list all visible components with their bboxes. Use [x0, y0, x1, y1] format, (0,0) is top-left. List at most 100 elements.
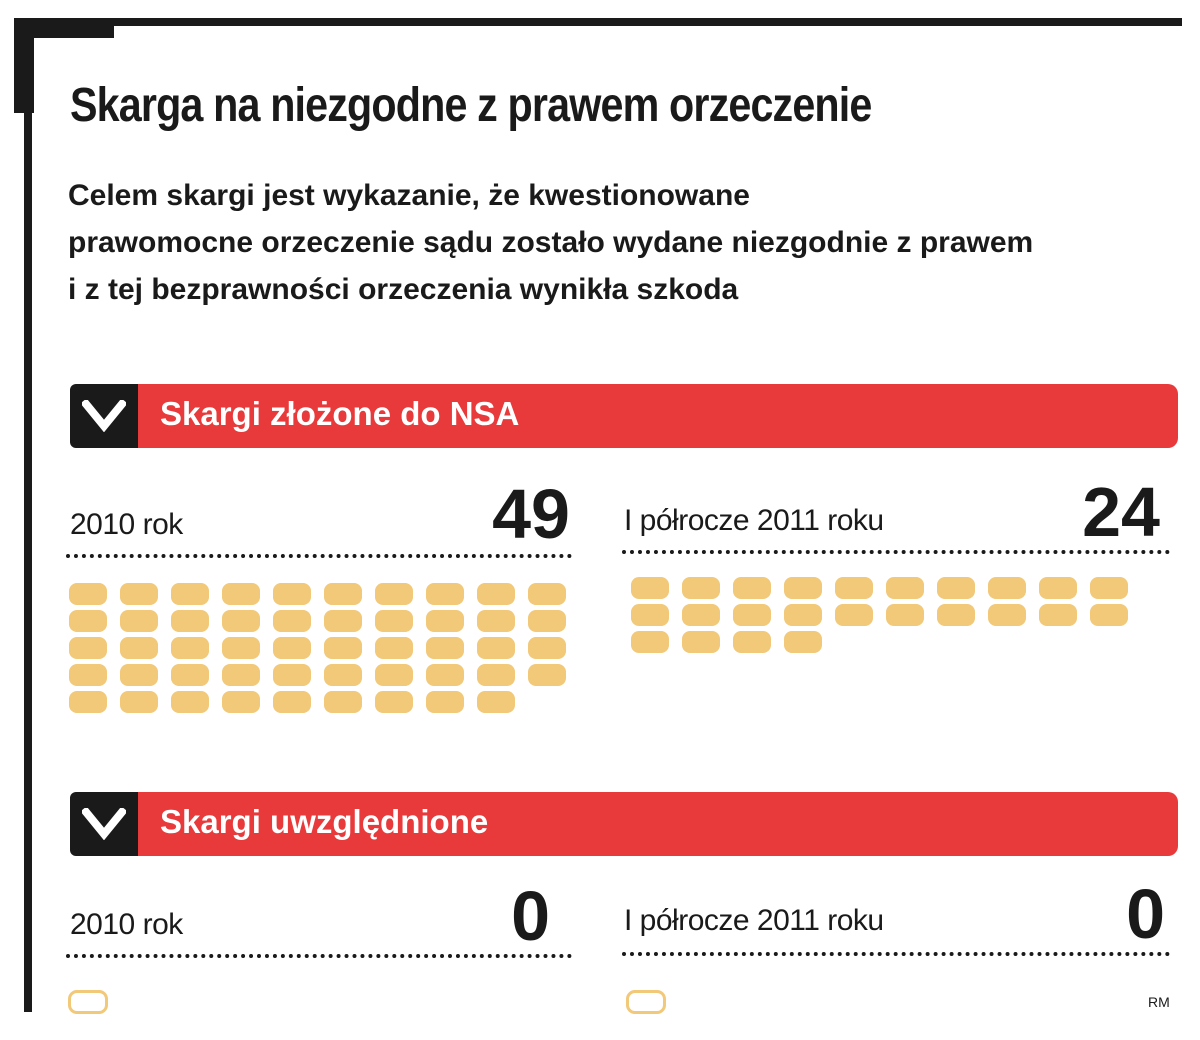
complaint-pill — [120, 610, 158, 632]
complaint-pill — [682, 577, 720, 599]
complaint-pill — [171, 664, 209, 686]
panel-label-2010: 2010 rok — [70, 908, 183, 941]
complaint-pill — [324, 664, 362, 686]
panel-label-2011: I półrocze 2011 roku — [624, 904, 884, 937]
complaint-pill — [528, 610, 566, 632]
section-header-accepted: Skargi uwzględnione — [70, 792, 1178, 856]
empty-pictogram-marker — [626, 990, 666, 1014]
panel-value-2010: 49 — [492, 475, 570, 553]
complaint-pill — [171, 610, 209, 632]
dotted-divider — [66, 954, 572, 958]
complaint-pill — [886, 604, 924, 626]
complaint-pill — [477, 664, 515, 686]
complaint-pill — [784, 604, 822, 626]
panel-value-2011: 24 — [1082, 473, 1160, 551]
section-header-bar — [132, 792, 1178, 856]
complaint-pill — [375, 583, 413, 605]
complaint-pill — [375, 664, 413, 686]
complaint-pill — [835, 604, 873, 626]
complaint-pill — [171, 583, 209, 605]
complaint-pill — [528, 637, 566, 659]
complaint-pill — [69, 664, 107, 686]
complaint-pill — [426, 637, 464, 659]
complaint-pill — [120, 664, 158, 686]
section-heading: Skargi uwzględnione — [160, 803, 489, 840]
complaint-pill — [1090, 604, 1128, 626]
frame-corner — [14, 18, 114, 38]
dotted-divider — [622, 952, 1170, 956]
complaint-pill — [69, 583, 107, 605]
panel-label-2010: 2010 rok — [70, 508, 183, 541]
complaint-pill — [426, 664, 464, 686]
complaint-pill — [733, 577, 771, 599]
complaint-pill — [426, 610, 464, 632]
complaint-pill — [528, 583, 566, 605]
complaint-pill — [477, 637, 515, 659]
complaint-pill — [477, 583, 515, 605]
complaint-pill — [375, 610, 413, 632]
complaint-pill — [784, 577, 822, 599]
complaint-pill — [273, 637, 311, 659]
complaint-pill — [988, 604, 1026, 626]
complaint-pill — [835, 577, 873, 599]
section-header-submitted: Skargi złożone do NSA — [70, 384, 1178, 448]
complaint-pill — [273, 691, 311, 713]
complaint-pill — [222, 610, 260, 632]
complaint-pill — [1039, 604, 1077, 626]
complaint-pill — [222, 583, 260, 605]
complaint-pill — [477, 610, 515, 632]
complaint-pill — [120, 583, 158, 605]
author-credit: RM — [1148, 994, 1170, 1010]
section-heading: Skargi złożone do NSA — [160, 395, 520, 432]
complaint-pill — [631, 604, 669, 626]
complaint-pill — [682, 631, 720, 653]
empty-pictogram-marker — [68, 990, 108, 1014]
frame-top-rule — [14, 18, 1182, 26]
complaint-pill — [171, 637, 209, 659]
complaint-pill — [477, 691, 515, 713]
complaint-pill — [528, 664, 566, 686]
complaint-pill — [324, 637, 362, 659]
complaint-pill — [631, 577, 669, 599]
complaint-pill — [375, 637, 413, 659]
complaint-pill — [1039, 577, 1077, 599]
complaint-pill — [324, 610, 362, 632]
complaint-pill — [222, 691, 260, 713]
complaint-pill — [222, 664, 260, 686]
frame-left-rule — [24, 100, 32, 1012]
complaint-pill — [733, 631, 771, 653]
dotted-divider — [66, 554, 572, 558]
complaint-pill — [120, 637, 158, 659]
complaint-pill — [171, 691, 209, 713]
complaint-pill — [375, 691, 413, 713]
chevron-down-icon — [70, 792, 138, 856]
complaint-pill — [273, 664, 311, 686]
complaint-pill — [937, 604, 975, 626]
chevron-down-icon — [70, 384, 138, 448]
complaint-pill — [120, 691, 158, 713]
complaint-pill — [426, 691, 464, 713]
complaint-pill — [222, 637, 260, 659]
page-subtitle: Celem skargi jest wykazanie, że kwestion… — [68, 179, 1034, 306]
panel-label-2011: I półrocze 2011 roku — [624, 504, 884, 537]
page-title: Skarga na niezgodne z prawem orzeczenie — [70, 79, 872, 132]
complaint-pill — [1090, 577, 1128, 599]
complaint-pill — [937, 577, 975, 599]
complaint-pill — [69, 691, 107, 713]
complaint-pill — [631, 631, 669, 653]
panel-value-2011: 0 — [1126, 875, 1165, 953]
complaint-pill — [682, 604, 720, 626]
complaint-pill — [324, 691, 362, 713]
frame-left-rule-thick — [14, 18, 34, 113]
complaint-pill — [273, 610, 311, 632]
complaint-pill — [988, 577, 1026, 599]
complaint-pill — [69, 637, 107, 659]
complaint-pill — [69, 610, 107, 632]
panel-value-2010: 0 — [511, 877, 550, 955]
complaint-pill — [733, 604, 771, 626]
dotted-divider — [622, 550, 1170, 554]
complaint-pill — [426, 583, 464, 605]
complaint-pill — [784, 631, 822, 653]
complaint-pill — [273, 583, 311, 605]
complaint-pill — [886, 577, 924, 599]
